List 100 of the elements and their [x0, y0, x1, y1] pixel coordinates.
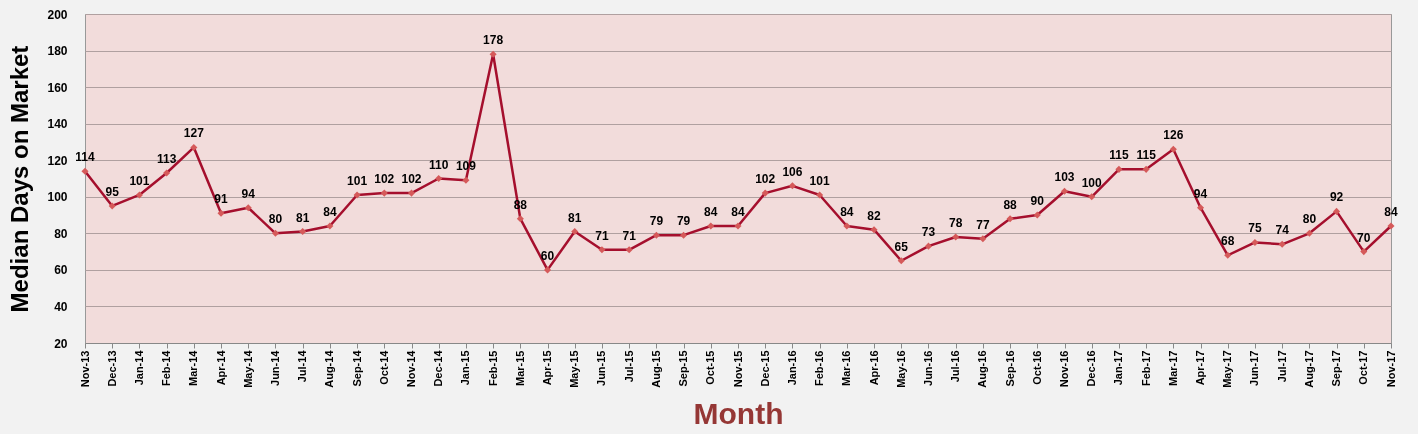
x-tick-label: May-15 [568, 350, 581, 388]
x-tick-label: Mar-14 [187, 349, 200, 386]
data-label: 94 [241, 186, 256, 201]
data-label: 114 [75, 150, 96, 165]
x-tick-label: Feb-15 [486, 350, 499, 386]
data-label: 84 [840, 205, 854, 220]
data-label: 71 [595, 228, 609, 243]
data-label: 82 [867, 208, 882, 223]
x-tick-label: Oct-16 [1030, 350, 1043, 385]
x-tick-label: Apr-15 [541, 350, 554, 386]
y-tick-label: 100 [47, 190, 68, 205]
x-tick-label: May-16 [894, 350, 907, 388]
data-label: 101 [129, 173, 150, 188]
x-tick-label: Jun-16 [921, 350, 934, 386]
data-label: 94 [1193, 186, 1208, 201]
x-tick-label: Jan-14 [132, 349, 145, 386]
x-axis-title: Month [693, 396, 784, 430]
x-tick-label: Aug-17 [1302, 350, 1315, 388]
data-label: 65 [894, 239, 909, 254]
x-tick-label: Jan-15 [459, 350, 472, 386]
data-label: 115 [1109, 148, 1129, 163]
x-tick-label: Oct-15 [704, 350, 717, 385]
data-label: 95 [105, 184, 120, 199]
data-label: 90 [1030, 194, 1045, 209]
x-tick-label: Jan-17 [1112, 350, 1125, 386]
x-tick-label: May-14 [241, 349, 254, 388]
x-tick-label: Aug-16 [976, 350, 989, 388]
data-label: 68 [1221, 234, 1235, 249]
data-label: 126 [1163, 128, 1184, 143]
x-tick-label: Feb-16 [813, 350, 826, 386]
y-axis-title: Median Days on Market [6, 45, 34, 313]
data-label: 100 [1081, 175, 1103, 190]
x-tick-label: Nov-13 [78, 350, 91, 388]
data-label: 127 [183, 126, 205, 141]
x-tick-label: Aug-15 [649, 350, 662, 388]
x-tick-label: Mar-16 [840, 350, 853, 386]
x-tick-label: Jul-14 [296, 349, 309, 383]
y-tick-label: 40 [54, 299, 68, 314]
x-tick-label: Aug-14 [323, 349, 336, 388]
x-tick-label: Jul-17 [1275, 350, 1288, 383]
data-label: 92 [1329, 190, 1344, 205]
x-tick-label: May-17 [1221, 350, 1234, 388]
x-tick-label: Nov-15 [731, 350, 744, 388]
y-tick-label: 20 [54, 336, 68, 351]
data-label: 79 [649, 214, 664, 229]
x-tick-label: Feb-17 [1139, 350, 1152, 386]
x-tick-label: Apr-16 [867, 350, 880, 386]
x-tick-label: Sep-17 [1330, 350, 1343, 387]
y-tick-label: 180 [47, 44, 68, 59]
data-label: 106 [782, 164, 803, 179]
data-label: 70 [1357, 230, 1371, 245]
x-tick-label: Jul-15 [622, 350, 635, 383]
x-tick-label: Oct-17 [1357, 350, 1370, 385]
data-label: 102 [401, 172, 422, 187]
y-tick-label: 120 [47, 153, 68, 168]
x-tick-label: Nov-17 [1384, 350, 1397, 388]
data-label: 79 [676, 214, 691, 229]
data-label: 113 [156, 152, 177, 167]
x-tick-label: Sep-15 [677, 350, 690, 387]
x-tick-label: Sep-14 [350, 349, 363, 387]
x-tick-label: Feb-14 [160, 349, 173, 386]
data-label: 103 [1054, 170, 1075, 185]
x-tick-label: Jul-16 [949, 350, 962, 383]
data-label: 84 [704, 205, 718, 220]
x-tick-label: Apr-14 [214, 349, 227, 386]
data-label: 84 [731, 205, 745, 220]
y-tick-label: 140 [47, 117, 68, 132]
data-label: 81 [568, 210, 582, 225]
data-label: 102 [374, 172, 395, 187]
data-label: 84 [323, 205, 337, 220]
data-label: 71 [622, 228, 637, 243]
data-label: 81 [295, 210, 310, 225]
x-tick-label: Oct-14 [377, 349, 390, 385]
data-label: 115 [1136, 148, 1157, 163]
data-label: 101 [809, 173, 830, 188]
data-label: 80 [268, 212, 283, 227]
data-label: 74 [1275, 223, 1290, 238]
x-tick-label: Nov-16 [1058, 350, 1070, 388]
x-tick-label: Apr-17 [1194, 350, 1207, 386]
data-label: 178 [483, 33, 504, 48]
data-label: 60 [540, 248, 555, 263]
x-tick-label: Jun-17 [1248, 350, 1261, 386]
data-label: 101 [347, 173, 368, 188]
x-tick-label: Jan-16 [785, 350, 798, 386]
x-tick-label: Jun-15 [595, 350, 608, 386]
y-tick-label: 80 [54, 226, 68, 241]
x-tick-label: Dec-14 [432, 349, 445, 387]
data-label: 110 [429, 157, 449, 172]
y-tick-label: 160 [47, 80, 68, 95]
data-label: 102 [755, 172, 776, 187]
x-tick-label: Mar-17 [1166, 350, 1179, 386]
x-tick-label: Dec-15 [758, 350, 771, 387]
x-tick-label: Dec-16 [1085, 350, 1098, 387]
data-label: 75 [1248, 221, 1262, 236]
y-tick-label: 60 [54, 263, 68, 278]
x-tick-label: Mar-15 [513, 350, 526, 386]
data-label: 73 [921, 225, 936, 240]
x-tick-label: Jun-14 [268, 349, 281, 386]
x-tick-label: Dec-13 [105, 350, 118, 387]
data-label: 88 [1003, 197, 1018, 212]
